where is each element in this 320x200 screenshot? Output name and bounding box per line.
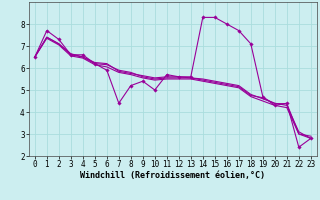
X-axis label: Windchill (Refroidissement éolien,°C): Windchill (Refroidissement éolien,°C)	[80, 171, 265, 180]
